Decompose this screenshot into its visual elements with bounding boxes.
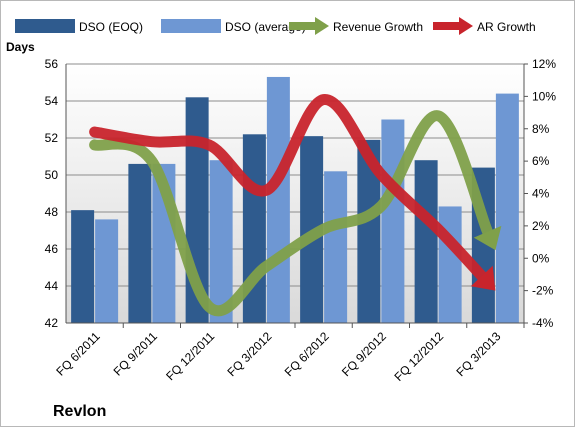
x-tick-label: FQ 12/2011 [163,329,217,383]
y-tick-label: 52 [45,131,59,145]
y2-tick-label: 12% [532,57,556,71]
y-tick-label: 44 [45,279,59,293]
legend-arrow-revenue-growth [315,17,329,35]
x-tick-label: FQ 9/2011 [111,329,161,379]
y2-tick-label: -4% [532,316,554,330]
x-tick-label: FQ 3/2012 [225,329,275,379]
y-tick-label: 54 [45,94,59,108]
y-tick-label: 42 [45,316,59,330]
legend-swatch-dso-average [161,19,221,33]
bar-dso-average [495,93,519,323]
legend-swatch-dso-eoq [15,19,75,33]
y2-tick-label: 2% [532,219,550,233]
bar-dso-eoq [71,210,95,323]
line-revenue-growth [89,110,494,317]
legend-label-dso-average: DSO (average) [225,20,306,34]
legend-label-dso-eoq: DSO (EOQ) [79,20,143,34]
y-tick-label: 46 [45,242,59,256]
arrowhead-ar-growth [470,265,496,291]
x-tick-label: FQ 6/2012 [282,329,332,379]
x-tick-label: FQ 12/2012 [392,329,447,384]
y-tick-label: 50 [45,168,59,182]
bar-dso-average [324,171,348,323]
legend-label-ar-growth: AR Growth [477,20,536,34]
bar-dso-eoq [128,163,152,323]
y2-tick-label: 6% [532,154,550,168]
y2-tick-label: -2% [532,284,554,298]
y-tick-label: 56 [45,57,59,71]
y2-tick-label: 4% [532,187,550,201]
bar-dso-average [266,76,290,323]
bar-dso-average [95,219,119,323]
bar-dso-average [438,206,462,323]
bar-dso-average [381,119,405,323]
bar-dso-average [209,160,233,323]
x-tick-label: FQ 3/2013 [454,329,504,379]
bar-dso-eoq [357,139,381,323]
y2-tick-label: 0% [532,251,550,265]
bar-dso-eoq [300,136,324,323]
y-axis-title: Days [6,40,35,54]
arrowhead-revenue-growth [473,225,502,251]
legend-label-revenue-growth: Revenue Growth [333,20,423,34]
x-tick-label: FQ 6/2011 [53,329,103,379]
y2-tick-label: 8% [532,122,550,136]
company-name: Revlon [53,403,106,420]
x-tick-label: FQ 9/2012 [339,329,389,379]
y-tick-label: 48 [45,205,59,219]
bar-dso-eoq [414,160,438,323]
legend-arrow-ar-growth [459,17,473,35]
y2-tick-label: 10% [532,89,556,103]
line-ar-growth [89,94,488,282]
